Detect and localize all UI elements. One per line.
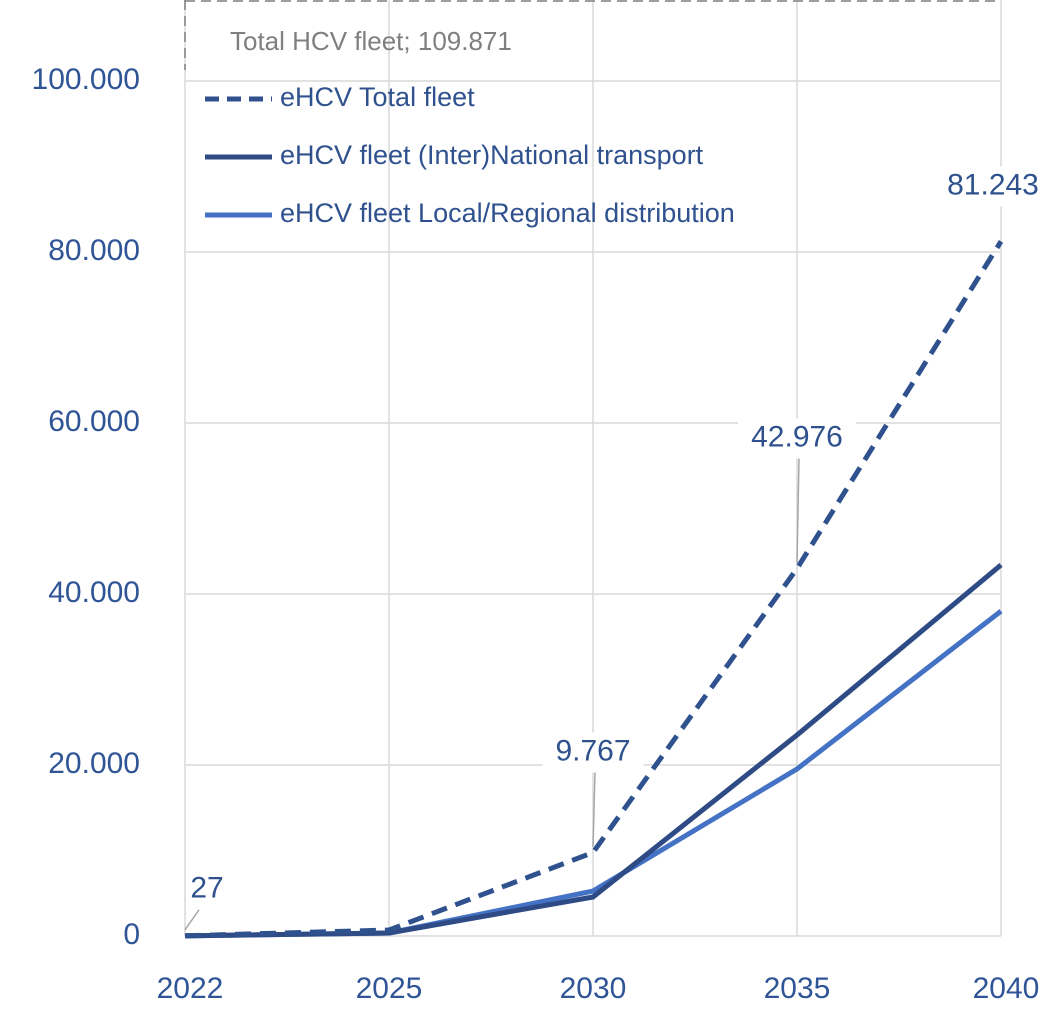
y-tick-label: 60.000 [48, 405, 140, 438]
y-tick-label: 80.000 [48, 234, 140, 267]
y-tick-label: 0 [123, 918, 140, 951]
legend-label: eHCV fleet (Inter)National transport [280, 140, 704, 170]
legend-label: eHCV fleet Local/Regional distribution [280, 198, 735, 228]
x-tick-label: 2025 [356, 972, 423, 1005]
legend-label: eHCV Total fleet [280, 82, 475, 112]
y-tick-label: 40.000 [48, 576, 140, 609]
annotation: Total HCV fleet; 109.871 [230, 26, 512, 56]
label-background [942, 166, 1060, 207]
data-label: 81.243 [947, 168, 1039, 201]
y-tick-label: 20.000 [48, 747, 140, 780]
leader-line [796, 458, 800, 563]
x-tick-label: 2040 [973, 972, 1040, 1005]
x-tick-label: 2022 [157, 972, 224, 1005]
label-background [542, 732, 644, 773]
data-label: 9.767 [555, 734, 630, 767]
data-label: 27 [190, 872, 223, 905]
label-background [738, 418, 856, 459]
leader-line [592, 772, 596, 847]
x-tick-label: 2035 [764, 972, 831, 1005]
leader-line [184, 909, 200, 931]
y-tick-label: 100.000 [32, 63, 140, 96]
x-tick-label: 2030 [560, 972, 627, 1005]
series-line [184, 240, 1004, 939]
data-label: 42.976 [751, 420, 843, 453]
